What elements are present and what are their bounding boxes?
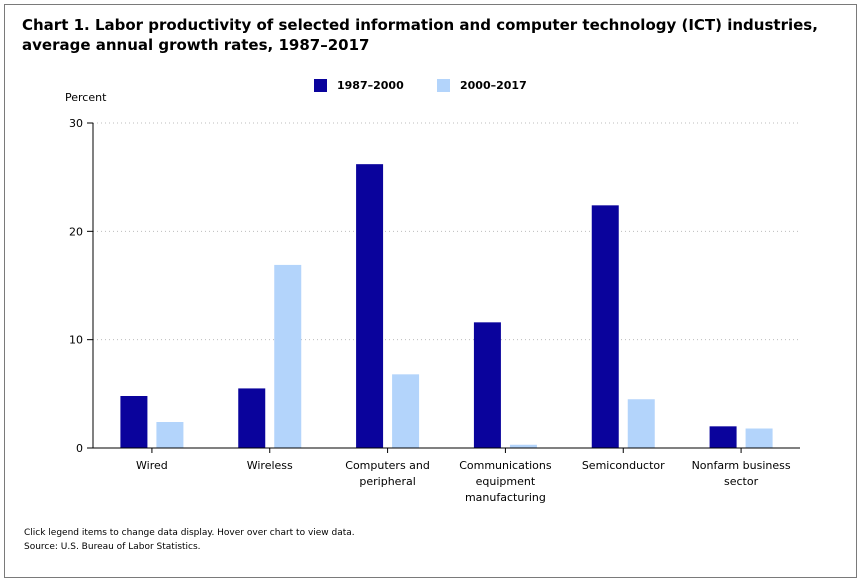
legend-item-series-1[interactable]: 1987–2000 <box>314 75 404 95</box>
bar-2-6[interactable]: 2000–2017: 1.8 <box>745 428 773 449</box>
chart-title: Chart 1. Labor productivity of selected … <box>22 15 842 55</box>
x-tick-label: Nonfarm business sector <box>692 459 791 488</box>
legend-swatch-series-2 <box>437 78 450 92</box>
legend-item-series-2[interactable]: 2000–2017 <box>437 75 527 95</box>
y-tick-label: 10 <box>69 334 83 347</box>
bar-1-1[interactable]: 1987–2000: 4.8 <box>120 396 148 448</box>
chart-frame: Chart 1. Labor productivity of selected … <box>4 4 857 578</box>
chart-plot[interactable]: Percent 0 10 20 30 1987–2000: 4.8 2000–2017: 2… <box>5 5 858 579</box>
bar-2-1[interactable]: 2000–2017: 2.4 <box>156 422 184 448</box>
bar-2-3[interactable]: 2000–2017: 6.8 <box>392 374 420 448</box>
y-tick-label: 30 <box>69 117 83 130</box>
x-tick-label: Semiconductor <box>582 459 665 472</box>
chart-legend: 1987–2000 2000–2017 <box>5 75 858 95</box>
footnote-source: Source: U.S. Bureau of Labor Statistics. <box>24 542 201 552</box>
x-tick-label: Computers and peripheral <box>345 459 430 488</box>
chart-title-line-2: average annual growth rates, 1987–2017 <box>22 36 370 54</box>
bar-1-5[interactable]: 1987–2000: 22.4 <box>591 205 619 448</box>
bar-1-3[interactable]: 1987–2000: 26.2 <box>356 164 384 448</box>
x-tick-label: Communications equipment manufacturing <box>459 459 552 504</box>
x-tick-label: Wired <box>136 459 168 472</box>
y-tick-label: 0 <box>76 442 83 455</box>
legend-label-series-2: 2000–2017 <box>460 78 527 92</box>
bar-2-4[interactable]: 2000–2017: 0.3 <box>509 444 537 448</box>
legend-swatch-series-1 <box>314 78 327 92</box>
bar-1-2[interactable]: 1987–2000: 5.5 <box>238 388 266 448</box>
legend-label-series-1: 1987–2000 <box>337 78 404 92</box>
bar-1-4[interactable]: 1987–2000: 11.6 <box>473 322 501 448</box>
bar-2-2[interactable]: 2000–2017: 16.9 <box>274 264 302 448</box>
x-tick-label: Wireless <box>247 459 293 472</box>
chart-title-line-1: Chart 1. Labor productivity of selected … <box>22 16 818 34</box>
footnote-instructions: Click legend items to change data displa… <box>24 528 355 538</box>
y-axis-title: Percent <box>65 91 107 104</box>
bar-1-6[interactable]: 1987–2000: 2 <box>709 426 737 448</box>
bar-2-5[interactable]: 2000–2017: 4.5 <box>627 399 655 448</box>
y-tick-label: 20 <box>69 225 83 238</box>
